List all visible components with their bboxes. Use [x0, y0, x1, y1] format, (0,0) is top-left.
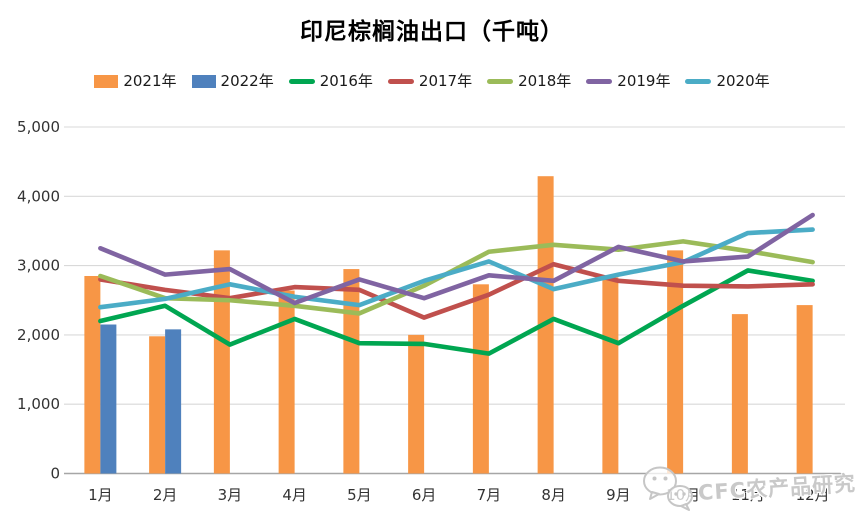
legend-item-2017: 2017年	[387, 72, 473, 90]
line-series-2018	[98, 239, 815, 316]
legend-item-2016: 2016年	[288, 72, 373, 90]
y-tick-label: 5,000	[17, 118, 60, 136]
bar-2021-12月	[796, 305, 813, 474]
legend-swatch-line	[288, 79, 315, 84]
y-tick-label: 1,000	[17, 395, 60, 413]
x-tick-label: 8月	[541, 486, 566, 504]
x-tick-label: 7月	[477, 486, 502, 504]
legend-swatch-line	[387, 79, 414, 84]
y-tick-label: 3,000	[17, 257, 60, 275]
bar-2021-6月	[408, 334, 425, 474]
bar-2022-1月	[100, 324, 117, 474]
y-tick-label: 2,000	[17, 326, 60, 344]
bar-2021-5月	[343, 269, 360, 474]
legend-item-2020: 2020年	[685, 72, 770, 90]
y-tick-label: 4,000	[17, 187, 60, 205]
legend-item-2019: 2019年	[586, 74, 670, 89]
x-tick-label: 12月	[796, 486, 830, 504]
x-tick-label: 11月	[731, 486, 765, 504]
x-tick-label: 4月	[282, 486, 307, 504]
legend-label: 2019年	[617, 72, 671, 90]
legend-label: 2022年	[220, 72, 274, 90]
chart-title: 印尼棕榈油出口（千吨）	[300, 18, 564, 45]
legend-label: 2020年	[716, 72, 770, 90]
x-tick-label: 5月	[347, 486, 372, 504]
bar-2021-1月	[84, 275, 101, 474]
line-series-2020	[98, 227, 815, 310]
line-series-2019	[98, 212, 815, 306]
legend-label: 2021年	[123, 72, 177, 90]
legend-item-2021: 2021年	[94, 72, 177, 90]
legend-item-2022: 2022年	[191, 72, 274, 90]
bar-2021-2月	[149, 336, 166, 474]
legend-swatch-line	[487, 79, 514, 84]
bar-2021-4月	[278, 290, 295, 474]
legend-swatch-line	[685, 79, 712, 84]
legend-label: 2016年	[319, 72, 373, 90]
bar-2021-3月	[213, 250, 230, 474]
x-tick-label: 9月	[606, 486, 631, 504]
x-tick-label: 3月	[218, 486, 243, 504]
y-tick-label: 0	[50, 465, 60, 483]
chart-legend: 2021年 2022年 2016年 2017年 2018年 2019年 2020年	[0, 74, 864, 89]
legend-swatch-bar	[94, 75, 119, 88]
bar-2021-9月	[602, 277, 619, 474]
legend-item-2018: 2018年	[487, 74, 571, 89]
x-tick-label: 6月	[412, 486, 437, 504]
legend-label: 2017年	[418, 72, 473, 90]
bar-2021-11月	[731, 314, 748, 474]
x-tick-label: 10月	[666, 486, 700, 504]
x-tick-label: 2月	[153, 486, 178, 504]
bar-2022-2月	[165, 329, 182, 474]
legend-label: 2018年	[518, 72, 572, 90]
legend-swatch-line	[586, 79, 613, 84]
bar-2021-7月	[472, 284, 489, 474]
line-series-2016	[98, 268, 815, 356]
x-tick-label: 1月	[88, 486, 113, 504]
legend-swatch-bar	[191, 75, 216, 88]
line-series-2017	[98, 261, 815, 320]
